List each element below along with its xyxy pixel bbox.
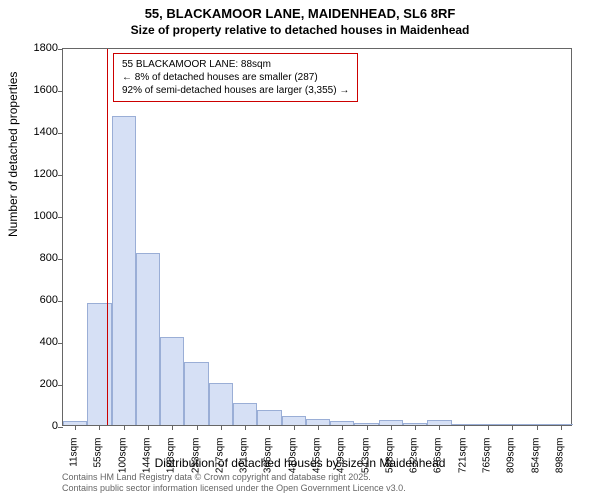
y-tick: [58, 175, 63, 176]
x-tick-label: 676sqm: [433, 438, 444, 478]
x-tick: [172, 425, 173, 430]
x-tick: [124, 425, 125, 430]
property-size-histogram: 55, BLACKAMOOR LANE, MAIDENHEAD, SL6 8RF…: [0, 0, 600, 500]
x-tick-label: 543sqm: [360, 438, 371, 478]
y-tick-label: 1200: [8, 168, 58, 180]
x-tick-label: 188sqm: [166, 438, 177, 478]
y-tick-label: 800: [8, 252, 58, 264]
x-tick-label: 100sqm: [117, 438, 128, 478]
x-tick: [148, 425, 149, 430]
x-tick: [415, 425, 416, 430]
y-tick-label: 1800: [8, 42, 58, 54]
x-tick: [488, 425, 489, 430]
x-tick-label: 632sqm: [409, 438, 420, 478]
y-tick: [58, 133, 63, 134]
x-tick-label: 277sqm: [214, 438, 225, 478]
y-tick-label: 0: [8, 420, 58, 432]
x-tick: [99, 425, 100, 430]
histogram-bar: [282, 416, 306, 425]
x-tick: [561, 425, 562, 430]
x-tick-label: 455sqm: [312, 438, 323, 478]
y-tick-label: 600: [8, 294, 58, 306]
x-tick-label: 233sqm: [190, 438, 201, 478]
y-tick-label: 1600: [8, 84, 58, 96]
y-tick-label: 1000: [8, 210, 58, 222]
histogram-bar: [112, 116, 136, 425]
chart-title-main: 55, BLACKAMOOR LANE, MAIDENHEAD, SL6 8RF: [0, 0, 600, 21]
y-tick: [58, 259, 63, 260]
y-tick: [58, 217, 63, 218]
histogram-bar: [160, 337, 184, 425]
x-tick: [245, 425, 246, 430]
property-marker-line: [107, 49, 108, 425]
x-tick-label: 144sqm: [142, 438, 153, 478]
annotation-line-3: 92% of semi-detached houses are larger (…: [122, 84, 349, 97]
x-tick: [269, 425, 270, 430]
y-tick: [58, 427, 63, 428]
x-tick-label: 410sqm: [287, 438, 298, 478]
y-tick: [58, 49, 63, 50]
x-tick-label: 898sqm: [554, 438, 565, 478]
y-tick-label: 1400: [8, 126, 58, 138]
histogram-bar: [136, 253, 160, 425]
annotation-box: 55 BLACKAMOOR LANE: 88sqm ← 8% of detach…: [113, 53, 358, 102]
histogram-bar: [233, 403, 257, 425]
plot-area: 55 BLACKAMOOR LANE: 88sqm ← 8% of detach…: [62, 48, 572, 426]
x-tick: [75, 425, 76, 430]
x-tick-label: 809sqm: [506, 438, 517, 478]
footer-attribution: Contains HM Land Registry data © Crown c…: [62, 472, 406, 494]
x-tick-label: 499sqm: [336, 438, 347, 478]
histogram-bar: [209, 383, 233, 425]
x-tick-label: 765sqm: [482, 438, 493, 478]
x-tick-label: 588sqm: [384, 438, 395, 478]
x-tick-label: 321sqm: [239, 438, 250, 478]
chart-title-sub: Size of property relative to detached ho…: [0, 21, 600, 37]
x-tick-label: 11sqm: [69, 438, 80, 478]
footer-line-2: Contains public sector information licen…: [62, 483, 406, 494]
x-tick: [294, 425, 295, 430]
x-tick: [512, 425, 513, 430]
x-tick: [391, 425, 392, 430]
x-tick: [318, 425, 319, 430]
x-tick-label: 721sqm: [457, 438, 468, 478]
annotation-line-1: 55 BLACKAMOOR LANE: 88sqm: [122, 58, 349, 71]
x-tick: [221, 425, 222, 430]
y-tick: [58, 301, 63, 302]
y-tick: [58, 385, 63, 386]
x-tick: [439, 425, 440, 430]
y-tick-label: 200: [8, 378, 58, 390]
y-tick: [58, 91, 63, 92]
annotation-line-2: ← 8% of detached houses are smaller (287…: [122, 71, 349, 84]
x-tick: [537, 425, 538, 430]
x-tick: [342, 425, 343, 430]
footer-line-1: Contains HM Land Registry data © Crown c…: [62, 472, 406, 483]
x-tick: [197, 425, 198, 430]
x-tick-label: 366sqm: [263, 438, 274, 478]
y-tick: [58, 343, 63, 344]
x-tick: [367, 425, 368, 430]
y-tick-label: 400: [8, 336, 58, 348]
x-tick-label: 55sqm: [93, 438, 104, 478]
x-tick: [464, 425, 465, 430]
histogram-bar: [184, 362, 208, 425]
histogram-bar: [257, 410, 281, 425]
x-tick-label: 854sqm: [530, 438, 541, 478]
